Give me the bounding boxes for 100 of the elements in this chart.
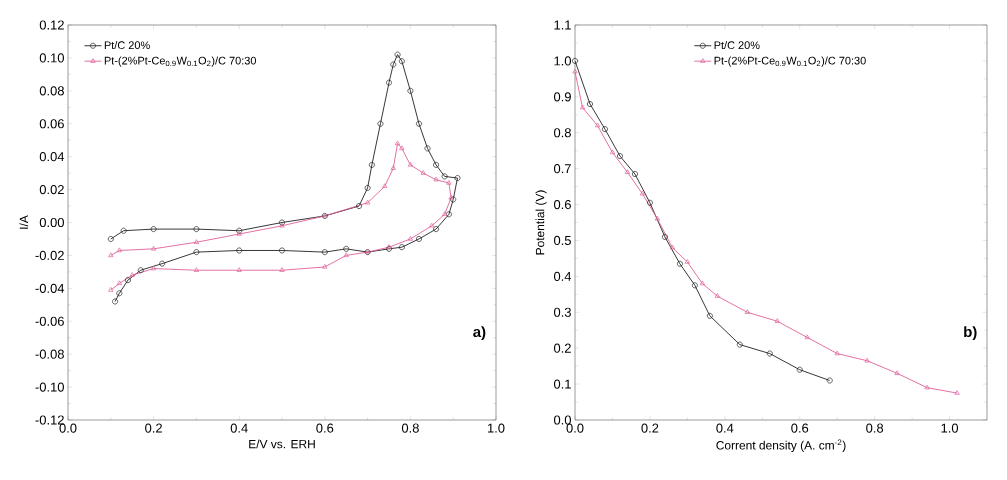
point (442, 211, 448, 216)
point (343, 245, 350, 252)
y-tick-label: -0.04 (35, 283, 65, 293)
point (433, 176, 439, 182)
point (445, 211, 452, 218)
x-axis-title: Corrent density (A. cm$^{-2}$) (716, 439, 846, 452)
point (236, 227, 243, 234)
point (433, 226, 440, 233)
point (454, 175, 461, 181)
point (151, 265, 157, 271)
x-tick-label: 0.0 (59, 423, 77, 433)
point (420, 170, 426, 175)
y-tick-label: 0.0 (553, 415, 571, 425)
point (390, 165, 396, 170)
y-tick-label: 0.04 (39, 152, 65, 162)
point (279, 247, 285, 254)
y-tick-label: 0.2 (553, 343, 571, 353)
y-tick-label: -0.02 (35, 250, 64, 260)
point (377, 120, 384, 127)
point (684, 259, 690, 264)
y-tick-label: 1.0 (554, 56, 571, 66)
point (579, 104, 586, 110)
point (386, 79, 392, 86)
point (669, 244, 675, 250)
legend-label: Pt/C 20% (714, 41, 760, 50)
point (120, 227, 127, 234)
point (424, 145, 431, 152)
x-axis-title: E/V vs. ERH (249, 439, 315, 449)
point (193, 249, 200, 256)
point (398, 244, 405, 251)
point (382, 183, 388, 188)
y-tick-label: -0.08 (35, 349, 64, 359)
x-tick-label: 0.8 (401, 423, 419, 433)
point (676, 260, 683, 267)
point (736, 341, 743, 348)
point (706, 312, 713, 319)
y-tick-label: 0.12 (39, 20, 64, 30)
x-tick-label: 0.6 (316, 423, 334, 433)
point (834, 350, 840, 356)
x-tick-label: 0.4 (230, 423, 248, 433)
y-tick-label: 0.1 (553, 379, 571, 389)
point (390, 61, 397, 68)
point (714, 293, 720, 298)
point (804, 334, 810, 340)
legend-label: Pt-(2%Pt-Ce$_{0.9}$W$_{0.1}$O$_{2}$)/C 70:30 (714, 56, 866, 67)
point (864, 357, 870, 363)
point (774, 318, 780, 323)
y-tick-label: 0.9 (553, 92, 571, 102)
x-tick-label: 0.4 (716, 423, 734, 433)
point (429, 222, 435, 228)
annotation: a) (473, 326, 486, 341)
point (691, 282, 698, 289)
y-axis-title: Potential (V) (535, 190, 547, 255)
point (236, 267, 242, 272)
x-tick-label: 0.0 (566, 423, 584, 433)
y-tick-label: 0.7 (553, 164, 571, 174)
point (322, 263, 328, 269)
point (433, 161, 440, 168)
point (343, 252, 349, 258)
point (766, 350, 773, 357)
point (924, 384, 930, 390)
point (609, 149, 616, 155)
point (193, 267, 199, 272)
point (321, 249, 328, 256)
legend-label: Pt-(2%Pt-Ce$_{0.9}$W$_{0.1}$O$_{2}$)/C 70:30 (104, 56, 257, 67)
y-tick-label: 0.8 (553, 128, 571, 138)
point (407, 161, 413, 167)
y-axis-title: I/A (19, 215, 29, 229)
point (399, 145, 405, 151)
point (150, 226, 157, 233)
y-tick-label: 0.5 (553, 235, 571, 246)
y-tick-label: 0.4 (553, 271, 572, 281)
y-tick-label: -0.10 (35, 382, 64, 392)
point (602, 126, 608, 133)
point (394, 140, 401, 146)
x-tick-label: 0.2 (145, 423, 162, 433)
point (661, 233, 668, 240)
y-tick-label: 0.3 (553, 307, 571, 317)
y-tick-label: -0.12 (35, 415, 64, 425)
point (441, 173, 448, 180)
point (639, 190, 646, 196)
point (617, 153, 623, 160)
point (124, 277, 131, 284)
x-tick-label: 0.2 (641, 423, 659, 433)
point (279, 267, 285, 272)
point (407, 236, 413, 241)
point (394, 51, 401, 58)
point (407, 87, 414, 94)
point (236, 231, 242, 236)
point (894, 370, 900, 375)
y-tick-label: 0.08 (39, 86, 64, 96)
point (624, 169, 631, 174)
point (631, 171, 638, 177)
point (699, 280, 705, 286)
point (744, 309, 750, 314)
point (416, 236, 422, 242)
point (137, 267, 144, 274)
point (654, 215, 660, 221)
point (193, 226, 200, 233)
x-tick-label: 0.6 (791, 423, 809, 433)
